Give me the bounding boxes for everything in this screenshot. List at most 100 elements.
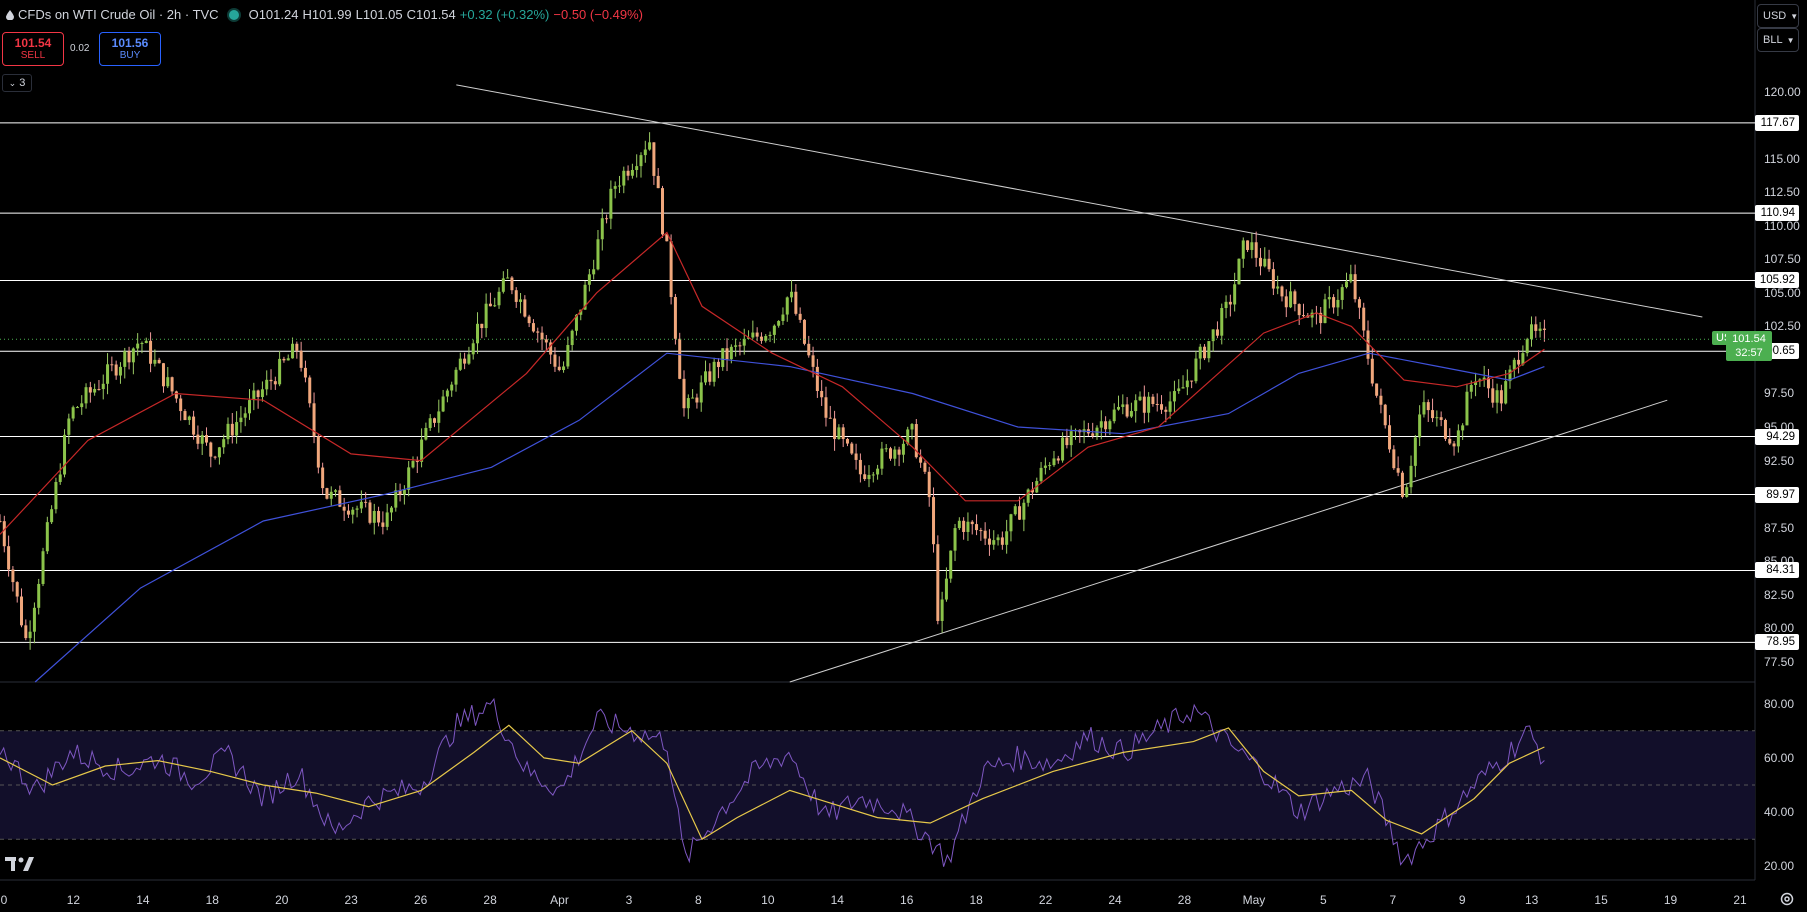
current-price-label: 101.54 32:57 <box>1726 331 1772 362</box>
candle-body <box>1241 240 1245 259</box>
buy-price: 101.56 <box>111 36 149 50</box>
candle-body <box>441 396 445 412</box>
candle-body <box>157 359 161 364</box>
ohlc-low: L101.05 <box>355 7 403 22</box>
rsi-line <box>0 697 1545 867</box>
candle-body <box>531 323 535 332</box>
price-pane <box>0 0 1756 881</box>
candle-body <box>1181 387 1185 389</box>
candle-body <box>1461 425 1465 431</box>
candle-body <box>1297 304 1301 316</box>
sell-button[interactable]: 101.54 SELL <box>2 32 64 66</box>
candle-body <box>884 448 888 450</box>
candle-body <box>953 528 957 551</box>
buy-button[interactable]: 101.56 BUY <box>99 32 161 66</box>
candle-body <box>359 501 363 509</box>
candle-body <box>992 540 996 545</box>
time-tick-label: 22 <box>1038 893 1053 907</box>
symbol-title[interactable]: CFDs on WTI Crude Oil · 2h · TVC <box>18 7 219 22</box>
candle-body <box>815 366 819 391</box>
candle-body <box>596 239 600 270</box>
candle-body <box>777 320 781 326</box>
candle-body <box>273 381 277 385</box>
candle-body <box>63 434 67 475</box>
candle-body <box>476 323 480 344</box>
time-tick-label: 7 <box>1389 893 1397 907</box>
candle-body <box>755 332 759 337</box>
ohlc-high: H101.99 <box>302 7 352 22</box>
candle-body <box>1280 286 1284 297</box>
candle-body <box>299 350 303 368</box>
candle-body <box>153 359 157 364</box>
candle-body <box>1319 312 1323 324</box>
indicators-toggle-button[interactable]: ⌄ 3 <box>2 74 32 92</box>
candle-body <box>1177 388 1181 392</box>
candle-body <box>174 391 178 399</box>
candle-body <box>880 448 884 469</box>
price-change-secondary: −0.50 (−0.49%) <box>553 7 644 22</box>
candle-body <box>1495 390 1499 403</box>
tradingview-logo-icon[interactable] <box>5 854 35 874</box>
candle-body <box>170 377 174 392</box>
candle-body <box>269 379 273 382</box>
candle-body <box>617 185 621 187</box>
rsi-band-fill <box>0 730 1755 840</box>
unit-select[interactable]: BLL ▼ <box>1757 28 1799 52</box>
gear-icon[interactable] <box>1779 891 1795 907</box>
candle-body <box>1215 329 1219 336</box>
sell-label: SELL <box>20 50 46 61</box>
candle-body <box>1172 391 1176 402</box>
chart-header: CFDs on WTI Crude Oil · 2h · TVC O101.24… <box>6 7 643 22</box>
candle-body <box>850 443 854 454</box>
time-tick-label: 14 <box>136 893 150 907</box>
candle-body <box>415 461 419 463</box>
candle-body <box>1379 395 1383 405</box>
rsi-tick-label: 60.00 <box>1764 750 1795 765</box>
candle-body <box>1517 359 1521 365</box>
candle-body <box>592 269 596 275</box>
candle-body <box>1370 358 1374 384</box>
chevron-down-icon: ⌄ <box>8 77 17 88</box>
candle-body <box>1469 385 1473 392</box>
candle-body <box>1267 258 1271 270</box>
candle-body <box>1542 328 1546 330</box>
time-tick-label: 23 <box>344 893 358 907</box>
candle-body <box>665 234 669 242</box>
time-tick-label: 21 <box>1733 893 1747 907</box>
candle-body <box>243 413 247 418</box>
time-tick-label: Apr <box>550 893 569 907</box>
candle-body <box>1194 358 1198 382</box>
spread-value: 0.02 <box>70 43 90 54</box>
price-tick-label: 107.50 <box>1764 252 1801 267</box>
candle-body <box>196 434 200 444</box>
currency-select[interactable]: USD ▼ <box>1757 4 1799 28</box>
candle-body <box>1061 437 1065 461</box>
candle-body <box>966 521 970 532</box>
candle-body <box>144 340 148 344</box>
candle-body <box>394 490 398 508</box>
candle-body <box>20 596 24 626</box>
candle-body <box>678 338 682 379</box>
candle-body <box>411 461 415 468</box>
candle-body <box>282 358 286 361</box>
candle-body <box>1203 346 1207 359</box>
candle-body <box>1323 299 1327 324</box>
candle-body <box>7 546 11 570</box>
candle-body <box>656 175 660 189</box>
candle-body <box>1224 301 1228 309</box>
time-tick-label: 18 <box>969 893 983 907</box>
candle-body <box>1396 468 1400 473</box>
candle-body <box>1521 353 1525 365</box>
candle-body <box>0 520 2 522</box>
candle-body <box>1409 465 1413 488</box>
candle-body <box>587 274 591 285</box>
candle-body <box>1039 467 1043 482</box>
candle-body <box>1211 329 1215 342</box>
candle-body <box>1099 421 1103 428</box>
trendline <box>456 84 1703 318</box>
candle-body <box>751 332 755 338</box>
time-tick-label: 8 <box>695 893 702 907</box>
candle-body <box>1482 377 1486 380</box>
candle-body <box>833 418 837 440</box>
